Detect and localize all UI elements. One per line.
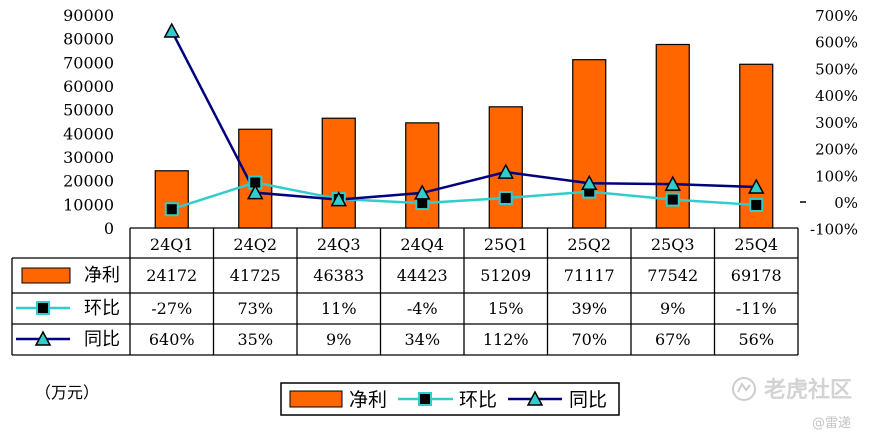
data-table-cell: 640% — [149, 330, 195, 349]
data-table-cell: 9% — [326, 330, 351, 349]
data-table-cell: 71117 — [564, 266, 615, 285]
right-tick-label: 300% — [815, 114, 858, 132]
row-header-label: 净利 — [84, 265, 120, 286]
right-tick-label: 400% — [815, 87, 858, 105]
legend-label: 同比 — [569, 389, 607, 411]
legend-label: 环比 — [459, 389, 497, 411]
data-table-cell: 51209 — [480, 266, 531, 285]
category-label: 25Q1 — [484, 235, 528, 254]
data-table-cell: 46383 — [313, 266, 364, 285]
huanbi-point — [665, 192, 680, 207]
legend-key-tongbi-marker — [526, 390, 544, 406]
data-table-cell: 15% — [488, 299, 524, 318]
category-label: 24Q3 — [317, 235, 361, 254]
data-table-cell: 70% — [571, 330, 607, 349]
data-table-values: 24172 41725 46383 44423 51209 71117 77542 69178… — [146, 266, 781, 349]
data-table-cell: -11% — [736, 299, 777, 318]
watermark-author: @雷递 — [812, 416, 851, 431]
data-table-cell: 35% — [237, 330, 273, 349]
left-tick-label: 60000 — [63, 77, 114, 96]
right-tick-label: 600% — [815, 34, 858, 52]
tongbi-point — [413, 184, 431, 200]
data-table-cell: 11% — [321, 299, 357, 318]
right-tick-label: 100% — [815, 167, 858, 185]
huanbi-point — [498, 190, 513, 205]
data-table-cell: 67% — [655, 330, 691, 349]
data-table-cell: 41725 — [230, 266, 281, 285]
bar-24Q3 — [321, 117, 356, 229]
right-tick-label: 0% — [834, 194, 858, 212]
tongbi-point — [246, 184, 264, 200]
category-label: 24Q2 — [233, 235, 277, 254]
legend-key-bar — [289, 390, 343, 408]
unit-label: （万元） — [35, 383, 99, 402]
tongbi-point — [747, 178, 765, 194]
data-table-cell: 39% — [571, 299, 607, 318]
left-axis-ticks: 0 10000 20000 30000 40000 50000 60000 70000 8000… — [63, 6, 114, 238]
category-label: 25Q4 — [734, 235, 778, 254]
data-table-cell: 34% — [404, 330, 440, 349]
data-table-cell: 112% — [483, 330, 529, 349]
huanbi-point — [164, 202, 179, 217]
row-header-label: 环比 — [84, 298, 120, 319]
row-header-label: 同比 — [84, 329, 120, 350]
right-tick-label: 700% — [815, 7, 858, 25]
left-tick-label: 20000 — [63, 172, 114, 191]
data-table-cell: -27% — [151, 299, 192, 318]
left-tick-label: 10000 — [63, 195, 114, 214]
category-label: 25Q2 — [567, 235, 611, 254]
huanbi-point — [749, 197, 764, 212]
bar-25Q2 — [572, 59, 607, 229]
bar-24Q1 — [154, 170, 189, 229]
data-table-cell: 9% — [660, 299, 685, 318]
left-tick-label: 30000 — [63, 148, 114, 167]
right-axis-ticks: -100% 0% 100% 200% 300% 400% 500% 600% 700% — [800, 7, 858, 239]
tongbi-line — [170, 30, 757, 201]
bar-24Q4 — [405, 122, 440, 229]
data-table-cell: 69178 — [731, 266, 782, 285]
category-label: 24Q4 — [400, 235, 444, 254]
data-table-cell: 56% — [738, 330, 774, 349]
row-key-tongbi-marker — [34, 330, 52, 346]
left-tick-label: 40000 — [63, 124, 114, 143]
tongbi-point — [163, 22, 181, 38]
tongbi-point — [330, 191, 348, 207]
data-table-cell: 77542 — [647, 266, 698, 285]
chart-legend: 净利 环比 同比 — [280, 382, 620, 416]
legend-key-huanbi-marker — [418, 392, 432, 406]
left-tick-label: 90000 — [63, 6, 114, 25]
left-tick-label: 50000 — [63, 101, 114, 120]
tongbi-point — [664, 175, 682, 191]
legend-label: 净利 — [349, 389, 387, 411]
right-tick-label: 500% — [815, 60, 858, 78]
data-table-cell: -4% — [407, 299, 438, 318]
row-key-huanbi-marker — [36, 301, 50, 315]
right-tick-label: 200% — [815, 141, 858, 159]
tongbi-point — [580, 174, 598, 191]
data-table-cell: 24172 — [146, 266, 197, 285]
line-series — [163, 22, 765, 217]
right-tick-label: -100% — [810, 221, 858, 239]
data-table-cell: 44423 — [397, 266, 448, 285]
watermark-text: 老虎社区 — [763, 377, 852, 403]
row-key-bar — [21, 267, 71, 284]
watermark: 老虎社区 @雷递 — [732, 377, 852, 431]
huanbi-line — [171, 181, 757, 211]
tongbi-point — [497, 163, 515, 179]
data-table-cell: 73% — [237, 299, 273, 318]
category-label: 25Q3 — [651, 235, 695, 254]
left-tick-label: 70000 — [63, 53, 114, 72]
left-tick-label: 80000 — [63, 30, 114, 49]
left-tick-label: 0 — [104, 219, 114, 238]
category-label: 24Q1 — [150, 235, 194, 254]
category-labels: 24Q1 24Q2 24Q3 24Q4 25Q1 25Q2 25Q3 25Q4 — [150, 235, 778, 254]
tiger-logo-icon — [732, 377, 756, 401]
